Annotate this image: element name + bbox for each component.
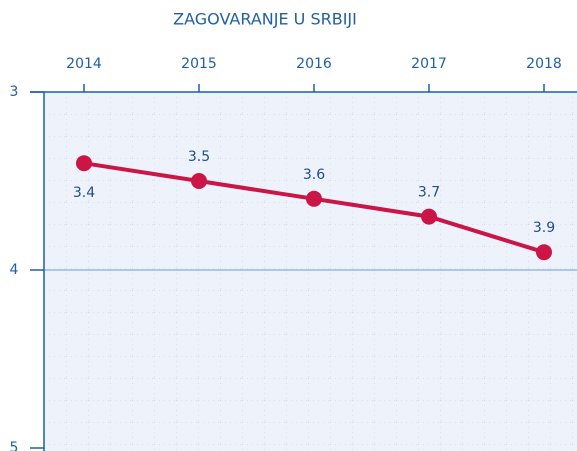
minor-grid xyxy=(44,92,577,451)
point xyxy=(536,244,552,261)
y-tick-label: 4 xyxy=(10,262,19,278)
data-label: 3.4 xyxy=(73,185,95,201)
x-tick-label: 2018 xyxy=(526,56,562,72)
y-tick-label: 5 xyxy=(10,440,19,451)
chart-title: ZAGOVARANJE U SRBIJI xyxy=(173,10,357,29)
point xyxy=(421,208,437,225)
data-label: 3.9 xyxy=(533,220,555,236)
x-tick-label: 2015 xyxy=(181,56,217,72)
x-tick-label: 2014 xyxy=(66,56,102,72)
x-tick-label: 2016 xyxy=(296,56,332,72)
data-label: 3.6 xyxy=(303,167,325,183)
point xyxy=(76,155,92,172)
point xyxy=(191,173,207,189)
y-tick-label: 3 xyxy=(10,84,19,100)
data-label: 3.7 xyxy=(418,185,440,201)
point xyxy=(306,190,322,207)
data-label: 3.5 xyxy=(188,149,210,165)
x-tick-label: 2017 xyxy=(411,56,447,72)
